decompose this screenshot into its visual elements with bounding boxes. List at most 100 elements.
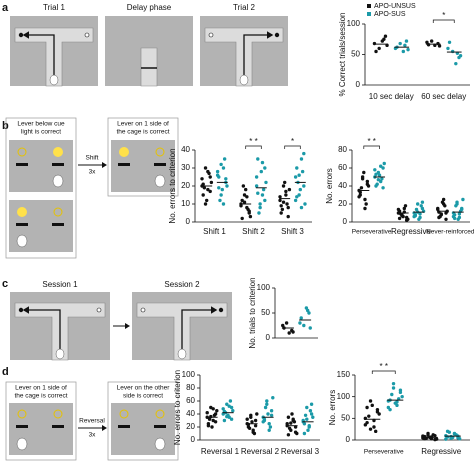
data-point — [209, 180, 214, 185]
data-point — [381, 186, 385, 190]
data-point — [261, 187, 266, 192]
data-point — [374, 172, 378, 176]
data-point — [208, 175, 212, 179]
data-point — [307, 311, 311, 315]
cage-diagrams — [5, 117, 179, 259]
data-point — [221, 166, 226, 170]
significance-bracket — [363, 145, 380, 149]
data-point — [295, 195, 299, 199]
data-point — [398, 388, 403, 392]
legend-label: APO-UNSUS — [374, 3, 416, 10]
panel-letter: a — [2, 2, 9, 14]
data-point — [265, 399, 269, 403]
data-point — [280, 207, 285, 212]
arrow-label: Reversal — [79, 418, 105, 425]
data-point — [271, 396, 275, 400]
data-point — [257, 211, 261, 215]
data-point — [309, 412, 314, 416]
data-point — [206, 169, 210, 174]
data-point — [293, 198, 298, 203]
data-point — [398, 41, 402, 46]
data-point — [417, 217, 421, 221]
data-point — [425, 40, 429, 44]
caption: Lever on the other — [117, 385, 171, 392]
data-point — [246, 422, 251, 427]
data-point — [293, 430, 298, 434]
data-point — [286, 415, 291, 419]
y-tick-label: 100 — [257, 283, 271, 292]
legend-label: APO-SUS — [374, 11, 406, 18]
y-tick-label: 10 — [181, 199, 190, 208]
y-tick-label: 40 — [181, 145, 190, 154]
data-point — [439, 212, 443, 216]
data-point — [306, 428, 310, 432]
y-tick-label: 150 — [337, 370, 351, 379]
data-point — [293, 175, 298, 179]
data-point — [450, 49, 455, 54]
data-point — [208, 189, 212, 194]
data-point — [289, 421, 293, 425]
y-tick-label: 60 — [338, 163, 347, 172]
data-point — [368, 427, 373, 431]
session-label: Session 2 — [164, 280, 200, 289]
data-point — [446, 46, 450, 51]
data-point — [363, 197, 367, 202]
data-point — [259, 169, 263, 174]
data-point — [372, 425, 376, 429]
data-point — [403, 43, 407, 48]
data-point — [247, 426, 252, 430]
data-point — [299, 316, 303, 320]
data-point — [444, 217, 448, 221]
data-point — [260, 160, 265, 165]
data-point — [245, 417, 249, 421]
data-point — [213, 420, 218, 424]
data-point — [222, 418, 227, 423]
data-point — [454, 204, 458, 208]
data-point — [231, 409, 235, 413]
data-point — [391, 386, 396, 390]
arrow-label: 3x — [89, 169, 97, 176]
data-point — [365, 405, 369, 410]
data-point — [279, 211, 283, 215]
data-point — [461, 197, 465, 202]
y-tick-label: 20 — [186, 422, 195, 431]
y-tick-label: 20 — [181, 181, 190, 190]
data-point — [397, 216, 402, 221]
data-point — [218, 198, 222, 203]
data-point — [256, 191, 260, 195]
data-point — [262, 417, 267, 421]
y-tick-label: 100 — [182, 370, 196, 379]
data-point — [311, 415, 315, 419]
data-point — [209, 414, 213, 419]
trial-label: Trial 1 — [43, 3, 65, 12]
data-point — [396, 207, 401, 212]
x-tick-label: Regressive — [421, 447, 462, 456]
data-point — [207, 417, 212, 421]
cage-diagrams — [5, 381, 179, 461]
x-tick-label: Regressive — [391, 227, 432, 236]
data-point — [266, 412, 270, 416]
data-point — [447, 40, 452, 44]
significance-label: * * — [380, 362, 388, 371]
trial-label: Trial 2 — [233, 3, 255, 12]
data-point — [363, 423, 368, 427]
data-point — [447, 430, 451, 434]
caption: side is correct — [123, 393, 163, 400]
data-point — [377, 46, 381, 51]
data-point — [298, 321, 302, 325]
data-point — [284, 321, 289, 325]
data-point — [290, 412, 294, 416]
y-tick-label: 0 — [186, 217, 191, 226]
data-point — [437, 44, 442, 48]
x-tick-label: 60 sec delay — [421, 92, 466, 101]
data-point — [365, 182, 370, 186]
y-tick-label: 60 — [186, 396, 195, 405]
caption: light is correct — [21, 129, 61, 136]
data-point — [415, 202, 420, 206]
x-tick-label: Shift 3 — [281, 227, 304, 236]
data-point — [419, 204, 423, 208]
data-point — [456, 217, 460, 221]
data-point — [254, 175, 259, 179]
data-point — [281, 184, 286, 188]
data-point — [443, 204, 447, 208]
